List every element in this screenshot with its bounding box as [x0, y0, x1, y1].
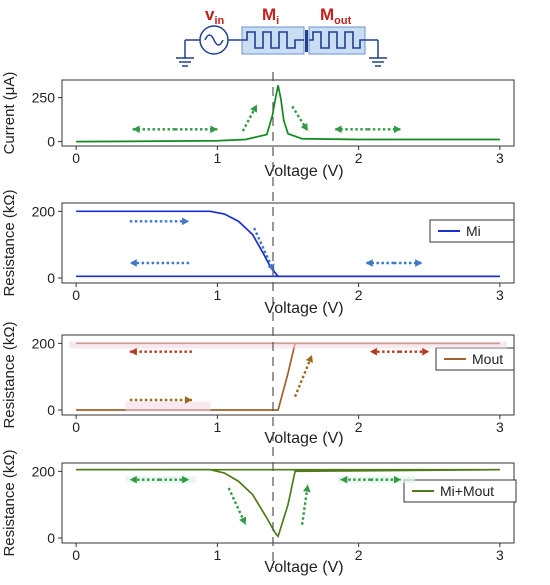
y-tick-label: 0 [47, 270, 55, 286]
series-line [76, 85, 500, 143]
sum-arrow-down-head [239, 516, 247, 525]
x-axis-label: Voltage (V) [264, 300, 343, 317]
x-tick-label: 0 [72, 287, 80, 303]
y-tick-label: 0 [47, 134, 55, 150]
mout-resistance-panel: 0 1 2 3 0 200 Voltage (V) Resistance (kΩ) Mout [1, 321, 515, 447]
series-line [76, 468, 500, 539]
y-axis-label: Resistance (kΩ) [1, 189, 18, 296]
sum-arrow-b-right-head [393, 475, 401, 484]
x-tick-label: 3 [496, 547, 504, 563]
x-tick-label: 0 [72, 150, 80, 166]
sine-wave-icon [204, 34, 224, 46]
mout-meander [309, 31, 365, 49]
mout-arrow-up-head [305, 355, 313, 363]
x-tick-label: 0 [72, 547, 80, 563]
sum-arrow-down-shaft [227, 487, 247, 526]
mi-resistance-panel: 0 1 2 3 0 200 Voltage (V) Resistance (kΩ) Mi [1, 189, 515, 317]
y-axis-label: Resistance (kΩ) [1, 321, 18, 428]
legend-label: Mi+Mout [440, 483, 494, 499]
mi-meander [242, 31, 304, 49]
current-arrow-a-right-head [210, 125, 218, 134]
mout-highlight-low [125, 401, 211, 412]
x-axis-label: Voltage (V) [264, 430, 343, 447]
y-axis-label: Current (μA) [1, 72, 18, 155]
x-tick-label: 1 [213, 287, 221, 303]
current-arrow-down-head [300, 123, 308, 132]
legend-label: Mi [466, 223, 481, 239]
current-arrow-b-right-head [393, 125, 401, 134]
mi-arrow-down-shaft [253, 227, 275, 272]
current-arrow-a-left-head [132, 125, 140, 134]
sum-arrow-a-right-head [182, 475, 190, 484]
sum-resistance-panel: 0 1 2 3 0 200 Voltage (V) Resistance (kΩ) Mi+Mou… [1, 449, 517, 576]
current-arrow-b-left-head [334, 125, 342, 134]
mout-arrow-left-head [129, 347, 137, 356]
legend-box [403, 479, 517, 503]
mout-arrow-up-shaft [293, 354, 314, 398]
y-tick-label: 200 [32, 463, 56, 479]
vin-label: vin [205, 5, 225, 27]
y-tick-label: 0 [47, 530, 55, 546]
plot-frame [61, 202, 515, 284]
x-axis-label: Voltage (V) [264, 163, 343, 180]
current-arrow-up-head [250, 104, 257, 113]
current-panel: 0 1 2 3 0 250 Voltage (V) Current (μA) [1, 72, 515, 180]
x-tick-label: 3 [496, 150, 504, 166]
y-axis-label: Resistance (kΩ) [1, 449, 18, 556]
mout-arrow-right-head [184, 396, 192, 404]
sum-arrow-a-left-head [129, 475, 137, 484]
mout-label: Mout [320, 5, 352, 27]
x-tick-label: 2 [355, 547, 363, 563]
x-tick-label: 1 [213, 150, 221, 166]
y-tick-label: 250 [32, 90, 56, 106]
mi-arrow-b-left-head [365, 259, 373, 267]
legend-box [429, 219, 515, 243]
sum-arrow-up-shaft [300, 484, 309, 525]
mout-highlight-band [69, 341, 507, 349]
mi-label: Mi [262, 5, 279, 27]
y-tick-label: 0 [47, 402, 55, 418]
legend-label: Mout [472, 351, 503, 367]
mi-arrow-right-head [182, 217, 190, 226]
mout-arrow-b-left-head [369, 347, 377, 356]
y-tick-label: 200 [32, 203, 56, 219]
x-tick-label: 1 [213, 547, 221, 563]
x-tick-label: 0 [72, 419, 80, 435]
x-tick-label: 3 [496, 287, 504, 303]
x-tick-label: 1 [213, 419, 221, 435]
sum-arrow-up-head [302, 484, 311, 493]
x-tick-label: 2 [355, 287, 363, 303]
y-tick-label: 200 [32, 335, 56, 351]
series-line [76, 210, 500, 278]
x-axis-label: Voltage (V) [264, 559, 343, 576]
x-tick-label: 3 [496, 419, 504, 435]
plot-frame [61, 334, 515, 416]
plot-frame [61, 462, 515, 544]
circuit-schematic: vin Mi Mout [176, 5, 387, 67]
mi-arrow-left-head [129, 259, 137, 267]
mout-arrow-b-right-head [422, 347, 430, 356]
plot-frame [61, 79, 515, 147]
sum-arrow-b-left-head [340, 475, 348, 484]
x-tick-label: 2 [355, 419, 363, 435]
mi-arrow-b-right-head [415, 259, 423, 267]
x-tick-label: 2 [355, 150, 363, 166]
junction-bar [305, 30, 308, 52]
